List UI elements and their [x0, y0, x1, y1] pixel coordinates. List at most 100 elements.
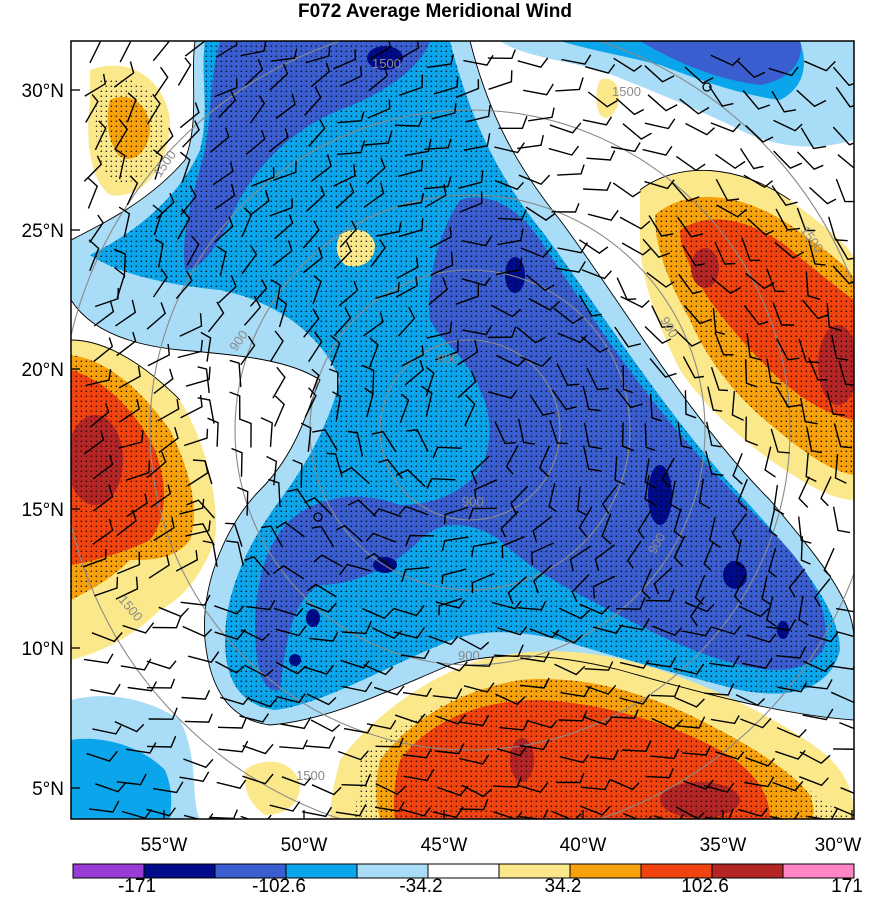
wind-barb [82, 549, 107, 568]
wind-barb [495, 693, 526, 706]
wind-barb [776, 646, 807, 659]
wind-barb [556, 772, 585, 784]
wind-barb [394, 713, 426, 724]
wind-barb [245, 599, 276, 611]
wind-barb [424, 138, 452, 150]
wind-barb [152, 268, 168, 298]
wind-barb [549, 420, 568, 445]
wind-barb [362, 607, 394, 620]
wind-barb [226, 540, 244, 566]
wind-barb [644, 423, 656, 451]
wind-barb [404, 138, 432, 157]
wind-barb [375, 783, 407, 796]
wind-barb [146, 660, 177, 670]
wind-barb [212, 162, 234, 186]
wind-barb [308, 119, 326, 147]
wind-barb [274, 214, 294, 240]
wind-barb [622, 365, 633, 394]
wind-barb [828, 216, 848, 242]
wind-barb [619, 216, 651, 230]
wind-barb [121, 809, 153, 819]
wind-barb [647, 94, 678, 112]
wind-barb [528, 107, 555, 122]
wind-barb [594, 544, 615, 571]
wind-barb [89, 403, 110, 428]
wind-barb [393, 626, 426, 639]
wind-barb [432, 446, 462, 459]
wind-barb [796, 89, 827, 108]
wind-barb [459, 637, 490, 651]
wind-barb [803, 60, 836, 72]
wind-barb [557, 164, 585, 176]
wind-barb [684, 66, 714, 84]
latitude-label: 25°N [22, 221, 64, 242]
wind-barb [180, 185, 197, 216]
wind-barb [518, 809, 549, 819]
wind-barb [177, 339, 203, 359]
wind-barb [153, 517, 175, 542]
wind-barb [820, 476, 832, 507]
wind-barb [555, 77, 584, 92]
wind-barb [311, 154, 332, 182]
longitude-labels: 55°W 50°W 45°W 40°W 35°W 30°W [141, 835, 862, 856]
wind-barb [569, 545, 591, 572]
wind-barb [675, 155, 706, 172]
wind-barb [459, 754, 490, 765]
wind-barb [217, 717, 247, 729]
wind-barb [648, 215, 674, 237]
wind-barb [471, 572, 495, 594]
wind-barb [650, 748, 680, 760]
wind-barb [736, 59, 766, 79]
contour-label: 1500 [612, 84, 641, 99]
wind-barb [364, 552, 394, 570]
wind-barb [339, 220, 358, 248]
wind-barb [214, 216, 234, 243]
wind-barb [147, 93, 161, 125]
wind-barb [532, 564, 553, 594]
wind-barb [177, 57, 192, 86]
wind-barb [421, 385, 433, 417]
wind-barb [832, 126, 854, 146]
wind-barb [229, 359, 242, 388]
wind-barb [397, 306, 416, 337]
wind-barb [805, 452, 817, 483]
wind-barb [589, 749, 619, 760]
wind-barb [192, 523, 215, 546]
wind-barb [92, 518, 114, 545]
wind-barb [197, 397, 215, 424]
wind-barb [369, 41, 391, 61]
wind-barb [558, 710, 588, 722]
wind-barb [768, 66, 799, 77]
wind-barb [682, 745, 711, 756]
wind-barb [146, 451, 167, 479]
wind-barb [153, 368, 174, 395]
wind-barb [406, 429, 429, 452]
wind-barb [798, 516, 812, 544]
wind-barb [214, 78, 238, 98]
wind-barb [83, 430, 105, 455]
longitude-label: 45°W [421, 835, 468, 856]
wind-barb [689, 596, 706, 627]
wind-barb [739, 148, 764, 170]
wind-barb [393, 605, 425, 617]
wind-barb [559, 754, 590, 764]
wind-barb [437, 785, 469, 797]
wind-barb [742, 90, 771, 110]
wind-barb [745, 416, 759, 447]
wind-barb [268, 478, 281, 507]
wind-barb [218, 274, 237, 304]
wind-barb [775, 385, 802, 408]
wind-barb [833, 748, 854, 750]
wind-barb [462, 324, 493, 336]
wind-barb [765, 618, 797, 631]
wind-barb [592, 575, 616, 599]
wind-barb [304, 86, 322, 116]
wind-barb [746, 333, 762, 361]
wind-barb [154, 238, 164, 268]
wind-barb [618, 618, 650, 631]
wind-barb [583, 181, 612, 191]
wind-barb [244, 556, 271, 576]
wind-barb [471, 455, 490, 485]
wind-barb [398, 505, 429, 516]
wind-barb [395, 276, 418, 298]
